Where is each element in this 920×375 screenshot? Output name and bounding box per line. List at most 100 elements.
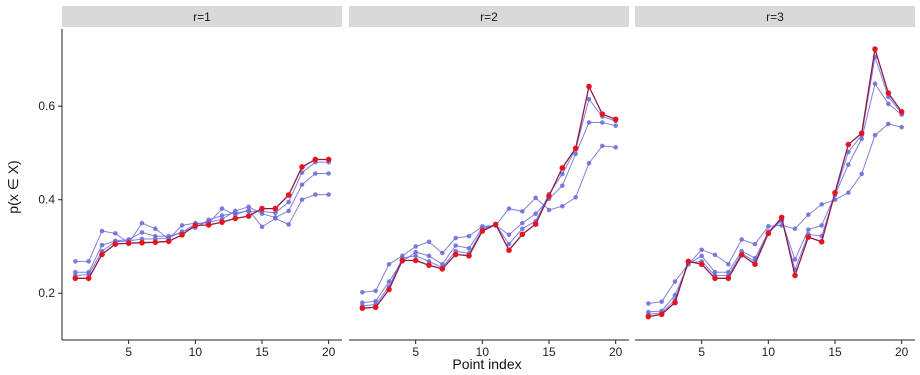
highlight-point bbox=[739, 252, 745, 258]
highlight-point bbox=[326, 157, 332, 163]
series-point bbox=[113, 231, 118, 236]
highlight-point bbox=[413, 258, 419, 264]
series-line bbox=[648, 57, 901, 314]
series-point bbox=[360, 290, 365, 295]
series-point bbox=[233, 210, 238, 215]
highlight-line bbox=[75, 160, 328, 279]
series-point bbox=[873, 81, 878, 86]
series-point bbox=[453, 243, 458, 248]
y-tick-label: 0.2 bbox=[38, 286, 55, 300]
x-tick-label: 15 bbox=[255, 345, 269, 359]
x-tick-label: 5 bbox=[125, 345, 132, 359]
highlight-point bbox=[139, 240, 145, 246]
x-tick-label: 20 bbox=[609, 345, 623, 359]
series-point bbox=[819, 223, 824, 228]
series-point bbox=[886, 102, 891, 107]
series-point bbox=[726, 262, 731, 267]
highlight-point bbox=[546, 193, 552, 199]
series-point bbox=[86, 259, 91, 264]
x-tick-label: 10 bbox=[762, 345, 776, 359]
highlight-point bbox=[453, 252, 459, 258]
highlight-point bbox=[113, 241, 119, 247]
highlight-point bbox=[259, 206, 265, 212]
panel-title: r=3 bbox=[766, 10, 784, 24]
series-line bbox=[75, 174, 328, 273]
highlight-point bbox=[86, 275, 92, 281]
highlight-point bbox=[659, 311, 665, 317]
x-tick-label: 20 bbox=[322, 345, 336, 359]
highlight-point bbox=[819, 239, 825, 245]
series-point bbox=[246, 204, 251, 209]
series-point bbox=[520, 209, 525, 214]
highlight-point bbox=[179, 232, 185, 238]
panel-2: r=2 5 10 15 20 bbox=[349, 6, 629, 359]
series-point bbox=[286, 209, 291, 214]
series-point bbox=[427, 254, 432, 259]
highlight-point bbox=[99, 252, 105, 258]
highlight-point bbox=[672, 300, 678, 306]
series-point bbox=[140, 230, 145, 235]
series-point bbox=[440, 251, 445, 256]
series-point bbox=[313, 171, 318, 176]
series-point bbox=[753, 242, 758, 247]
series-point bbox=[300, 182, 305, 187]
highlight-point bbox=[153, 239, 159, 245]
series-point bbox=[587, 120, 592, 125]
highlight-point bbox=[699, 261, 705, 267]
series-point bbox=[273, 215, 278, 220]
highlight-point bbox=[166, 239, 172, 245]
series-point bbox=[699, 247, 704, 252]
series-point bbox=[713, 253, 718, 258]
highlight-point bbox=[712, 275, 718, 281]
panel-1: r=15 10 15 20 bbox=[62, 6, 342, 359]
series-point bbox=[373, 289, 378, 294]
highlight-point bbox=[426, 262, 432, 268]
series-point bbox=[859, 172, 864, 177]
x-axis-title: Point index bbox=[452, 356, 521, 372]
highlight-point bbox=[246, 213, 252, 219]
series-point bbox=[100, 243, 105, 248]
highlight-point bbox=[560, 165, 566, 171]
highlight-point bbox=[206, 222, 212, 228]
series-point bbox=[286, 200, 291, 205]
series-point bbox=[560, 183, 565, 188]
series-point bbox=[793, 257, 798, 262]
highlight-point bbox=[493, 222, 499, 228]
series-point bbox=[260, 225, 265, 230]
series-point bbox=[613, 124, 618, 129]
highlight-point bbox=[520, 232, 526, 238]
series-point bbox=[507, 232, 512, 237]
series-point bbox=[427, 239, 432, 244]
panel-title: r=1 bbox=[193, 10, 211, 24]
series-point bbox=[766, 224, 771, 229]
series-line bbox=[362, 146, 615, 292]
series-point bbox=[286, 222, 291, 227]
highlight-point bbox=[586, 84, 592, 90]
series-point bbox=[673, 279, 678, 284]
x-tick-label: 5 bbox=[698, 345, 705, 359]
series-point bbox=[300, 197, 305, 202]
series-line bbox=[648, 124, 901, 304]
highlight-point bbox=[832, 190, 838, 196]
series-point bbox=[100, 229, 105, 234]
highlight-point bbox=[286, 192, 292, 198]
series-point bbox=[520, 221, 525, 226]
highlight-point bbox=[613, 116, 619, 122]
series-point bbox=[246, 209, 251, 214]
highlight-point bbox=[752, 261, 758, 267]
series-point bbox=[180, 223, 185, 228]
series-point bbox=[806, 227, 811, 232]
series-point bbox=[387, 262, 392, 267]
series-point bbox=[520, 226, 525, 231]
highlight-point bbox=[126, 240, 132, 246]
series-point bbox=[873, 133, 878, 138]
series-point bbox=[573, 195, 578, 200]
series-point bbox=[153, 226, 158, 231]
series-line bbox=[75, 162, 328, 275]
highlight-point bbox=[846, 142, 852, 148]
series-point bbox=[467, 234, 472, 239]
highlight-point bbox=[480, 228, 486, 234]
highlight-point bbox=[899, 109, 905, 115]
panel-title: r=2 bbox=[480, 10, 498, 24]
